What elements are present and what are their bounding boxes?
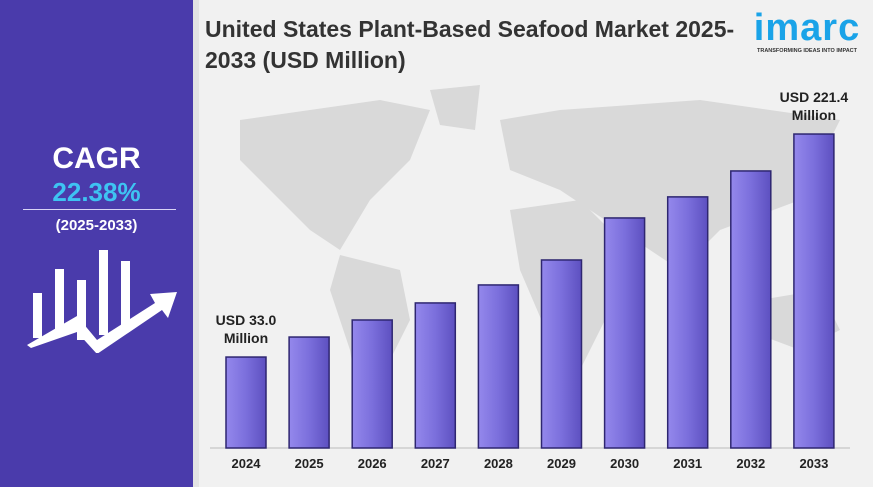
bar-2025 bbox=[288, 336, 330, 449]
bar-2031 bbox=[666, 196, 709, 449]
x-tick-label: 2026 bbox=[358, 456, 387, 471]
data-label-line: Million bbox=[791, 107, 837, 124]
cagr-period: (2025-2033) bbox=[55, 217, 138, 234]
cagr-panel: CAGR 22.38% (2025-2033) bbox=[0, 0, 193, 487]
data-label-line: USD 221.4 bbox=[779, 89, 849, 106]
x-tick-label: 2030 bbox=[610, 456, 639, 471]
logo-wordmark: imarc bbox=[753, 7, 861, 49]
bar-2026 bbox=[351, 319, 393, 449]
x-tick-label: 2033 bbox=[799, 456, 828, 471]
x-tick-label: 2032 bbox=[736, 456, 765, 471]
bar-2030 bbox=[603, 217, 646, 449]
growth-chart-arrow-icon bbox=[27, 250, 177, 353]
data-label-line: USD 33.0 bbox=[215, 312, 277, 329]
x-tick-label: 2024 bbox=[232, 456, 262, 471]
cagr-label: CAGR bbox=[52, 142, 141, 175]
imarc-logo: imarc TRANSFORMING IDEAS INTO IMPACT bbox=[748, 8, 866, 54]
x-tick-label: 2027 bbox=[421, 456, 450, 471]
data-label-line: Million bbox=[223, 330, 269, 347]
separator bbox=[193, 0, 199, 487]
x-tick-label: 2028 bbox=[484, 456, 513, 471]
bar-2029 bbox=[540, 259, 583, 449]
bar-2024 bbox=[225, 356, 267, 449]
data-label-2024: USD 33.0 Million bbox=[196, 311, 296, 347]
bar-2033 bbox=[793, 133, 835, 449]
x-tick-label: 2031 bbox=[673, 456, 702, 471]
logo-tagline: TRANSFORMING IDEAS INTO IMPACT bbox=[756, 48, 858, 54]
x-tick-label: 2029 bbox=[547, 456, 576, 471]
x-tick-label: 2025 bbox=[295, 456, 324, 471]
cagr-value: 22.38% bbox=[52, 177, 141, 207]
chart-title: United States Plant-Based Seafood Market… bbox=[205, 16, 735, 73]
bar-2028 bbox=[477, 284, 520, 449]
divider bbox=[23, 209, 176, 210]
bar-2027 bbox=[414, 302, 457, 449]
data-label-2033: USD 221.4 Million bbox=[764, 88, 864, 124]
bar-2032 bbox=[730, 170, 772, 449]
